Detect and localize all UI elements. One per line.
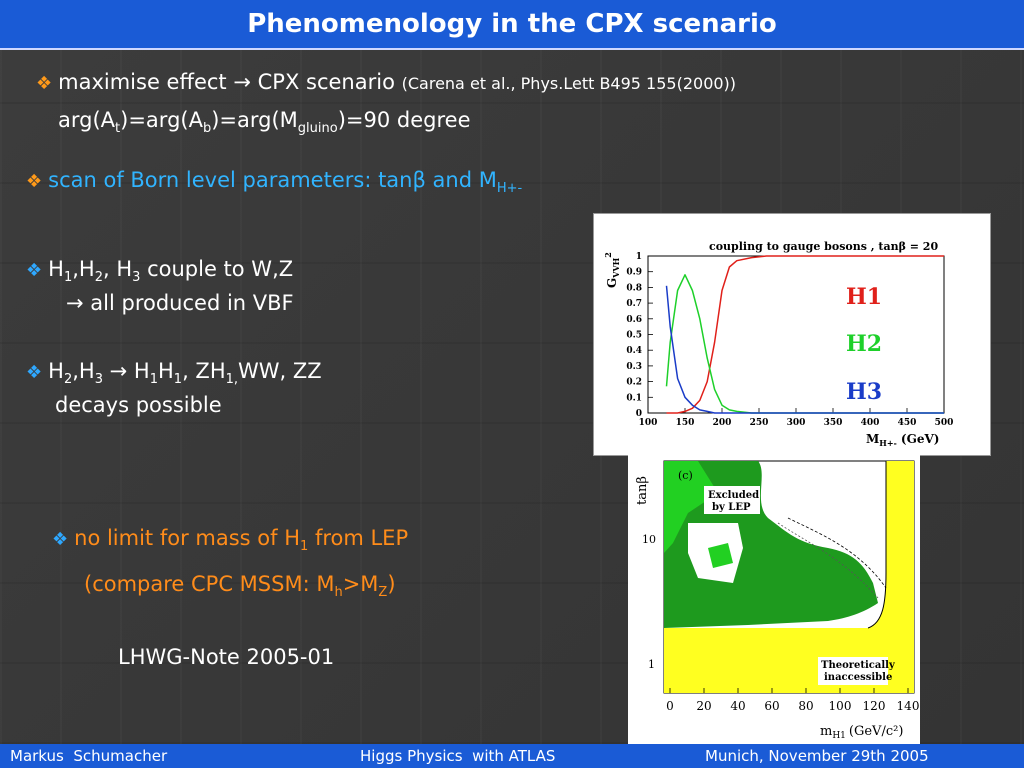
diamond-bullet-icon: ❖	[52, 529, 69, 550]
x-tick-label: 100	[829, 699, 852, 713]
y-tick-10: 10	[642, 533, 656, 546]
y-tick-label: 0.8	[626, 283, 642, 293]
contour-dashed	[787, 517, 887, 589]
x-tick-label: 300	[787, 418, 806, 428]
reference-text: (Carena et al., Phys.Lett B495 155(2000)…	[401, 74, 737, 93]
footer-talk: Higgs Physics with ATLAS	[360, 747, 556, 765]
legend-h2: H2	[846, 331, 882, 357]
slide-title: Phenomenology in the CPX scenario	[247, 9, 777, 39]
x-axis-ticks: 100 150 200 250 300 350 400 450 500	[639, 408, 954, 428]
y-tick-label: 0.5	[626, 331, 642, 341]
y-axis-label: tanβ	[635, 476, 650, 505]
x-tick-label: 350	[824, 418, 843, 428]
bullet-text: maximise effect	[58, 70, 227, 94]
diamond-bullet-icon: ❖	[36, 73, 53, 94]
x-axis-ticks: 0 20 40 60 80 100 120 140	[666, 688, 919, 713]
bullet-nolimit-line2: (compare CPC MSSM: Mh>MZ)	[84, 572, 396, 601]
excluded-label-1: Excluded	[708, 490, 759, 501]
arrow-icon: →	[233, 70, 251, 94]
y-tick-label: 0.7	[626, 299, 642, 309]
bullet-scan: ❖ scan of Born level parameters: tanβ and…	[26, 168, 523, 197]
y-tick-label: 0	[636, 409, 642, 419]
x-tick-label: 60	[764, 699, 779, 713]
theory-label-2: inaccessible	[824, 672, 892, 683]
excluded-region-light	[664, 461, 718, 553]
footer-author: Markus Schumacher	[10, 747, 168, 765]
diamond-bullet-icon: ❖	[26, 260, 43, 281]
x-axis-label: MH+- (GeV)	[866, 432, 939, 448]
x-tick-label: 80	[798, 699, 813, 713]
excluded-label-2: by LEP	[712, 502, 751, 513]
y-tick-label: 0.4	[626, 346, 642, 356]
series-line-h3	[665, 285, 944, 414]
coupling-chart-svg: coupling to gauge bosons , tanβ = 20 0 0.…	[603, 240, 954, 448]
y-tick-label: 0.6	[626, 315, 642, 325]
bullet-decays: ❖ H2,H3 → H1H1, ZH1,WW, ZZ	[26, 359, 322, 388]
x-tick-label: 200	[713, 418, 732, 428]
x-tick-label: 250	[750, 418, 769, 428]
x-tick-label: 20	[696, 699, 711, 713]
y-tick-label: 0.9	[626, 268, 642, 278]
series-line-h2	[665, 274, 944, 414]
note-reference: LHWG-Note 2005-01	[118, 645, 335, 669]
x-tick-label: 140	[897, 699, 920, 713]
excluded-label-bg	[704, 486, 760, 514]
y-tick-label: 1	[636, 252, 642, 262]
x-tick-label: 0	[666, 699, 674, 713]
bullet-couple-line2: → all produced in VBF	[66, 291, 294, 315]
y-axis-label: GVVH2	[603, 252, 621, 288]
x-tick-label: 450	[898, 418, 917, 428]
boundary-line	[867, 461, 887, 629]
y-tick-label: 0.2	[626, 378, 642, 388]
plot-frame	[647, 255, 945, 414]
x-tick-label: 100	[639, 418, 658, 428]
footer-venue: Munich, November 29th 2005	[705, 747, 929, 765]
legend-h1: H1	[846, 284, 882, 310]
inaccessible-region	[664, 461, 914, 693]
panel-label: (c)	[678, 469, 693, 482]
bullet-text: CPX scenario	[257, 70, 395, 94]
y-tick-1: 1	[648, 658, 655, 671]
bullet-text: scan of Born level parameters: tanβ and …	[48, 168, 497, 192]
x-tick-label: 120	[863, 699, 886, 713]
diamond-bullet-icon: ❖	[26, 171, 43, 192]
x-tick-label: 150	[676, 418, 695, 428]
chart-title: coupling to gauge bosons , tanβ = 20	[709, 240, 938, 253]
title-bar: Phenomenology in the CPX scenario	[0, 0, 1024, 50]
x-tick-label: 400	[861, 418, 880, 428]
bullet-decays-line2: decays possible	[55, 393, 222, 417]
lep-exclusion-plot: (c) Excluded by LEP Theoretically inacce…	[628, 453, 920, 744]
x-tick-label: 500	[935, 418, 954, 428]
series-line-h1	[666, 255, 944, 414]
diamond-bullet-icon: ❖	[26, 362, 43, 383]
lep-exclusion-svg: (c) Excluded by LEP Theoretically inacce…	[635, 460, 919, 741]
contour-dotted	[777, 522, 879, 599]
y-tick-label: 0.1	[626, 393, 642, 403]
theory-label-1: Theoretically	[821, 660, 896, 671]
arg-line: arg(At)=arg(Ab)=arg(Mgluino)=90 degree	[58, 108, 471, 137]
coupling-chart: coupling to gauge bosons , tanβ = 20 0 0.…	[593, 213, 991, 456]
series-lines	[665, 255, 944, 414]
bullet-nolimit: ❖ no limit for mass of H1 from LEP	[52, 526, 409, 555]
theory-label-bg	[818, 657, 888, 685]
bullet-cpx: ❖ maximise effect → CPX scenario (Carena …	[36, 70, 736, 94]
y-tick-label: 0.3	[626, 362, 642, 372]
legend-h3: H3	[846, 379, 882, 405]
footer-bar: Markus Schumacher Higgs Physics with ATL…	[0, 744, 1024, 768]
y-axis-ticks: 0 0.1 0.2 0.3 0.4 0.5 0.6 0.7 0.8 0.9 1	[626, 252, 653, 419]
excluded-region-light-2	[708, 543, 733, 568]
bullet-couple: ❖ H1,H2, H3 couple to W,Z	[26, 257, 294, 286]
x-axis-label: mH1 (GeV/c²)	[820, 724, 903, 741]
x-tick-label: 40	[730, 699, 745, 713]
